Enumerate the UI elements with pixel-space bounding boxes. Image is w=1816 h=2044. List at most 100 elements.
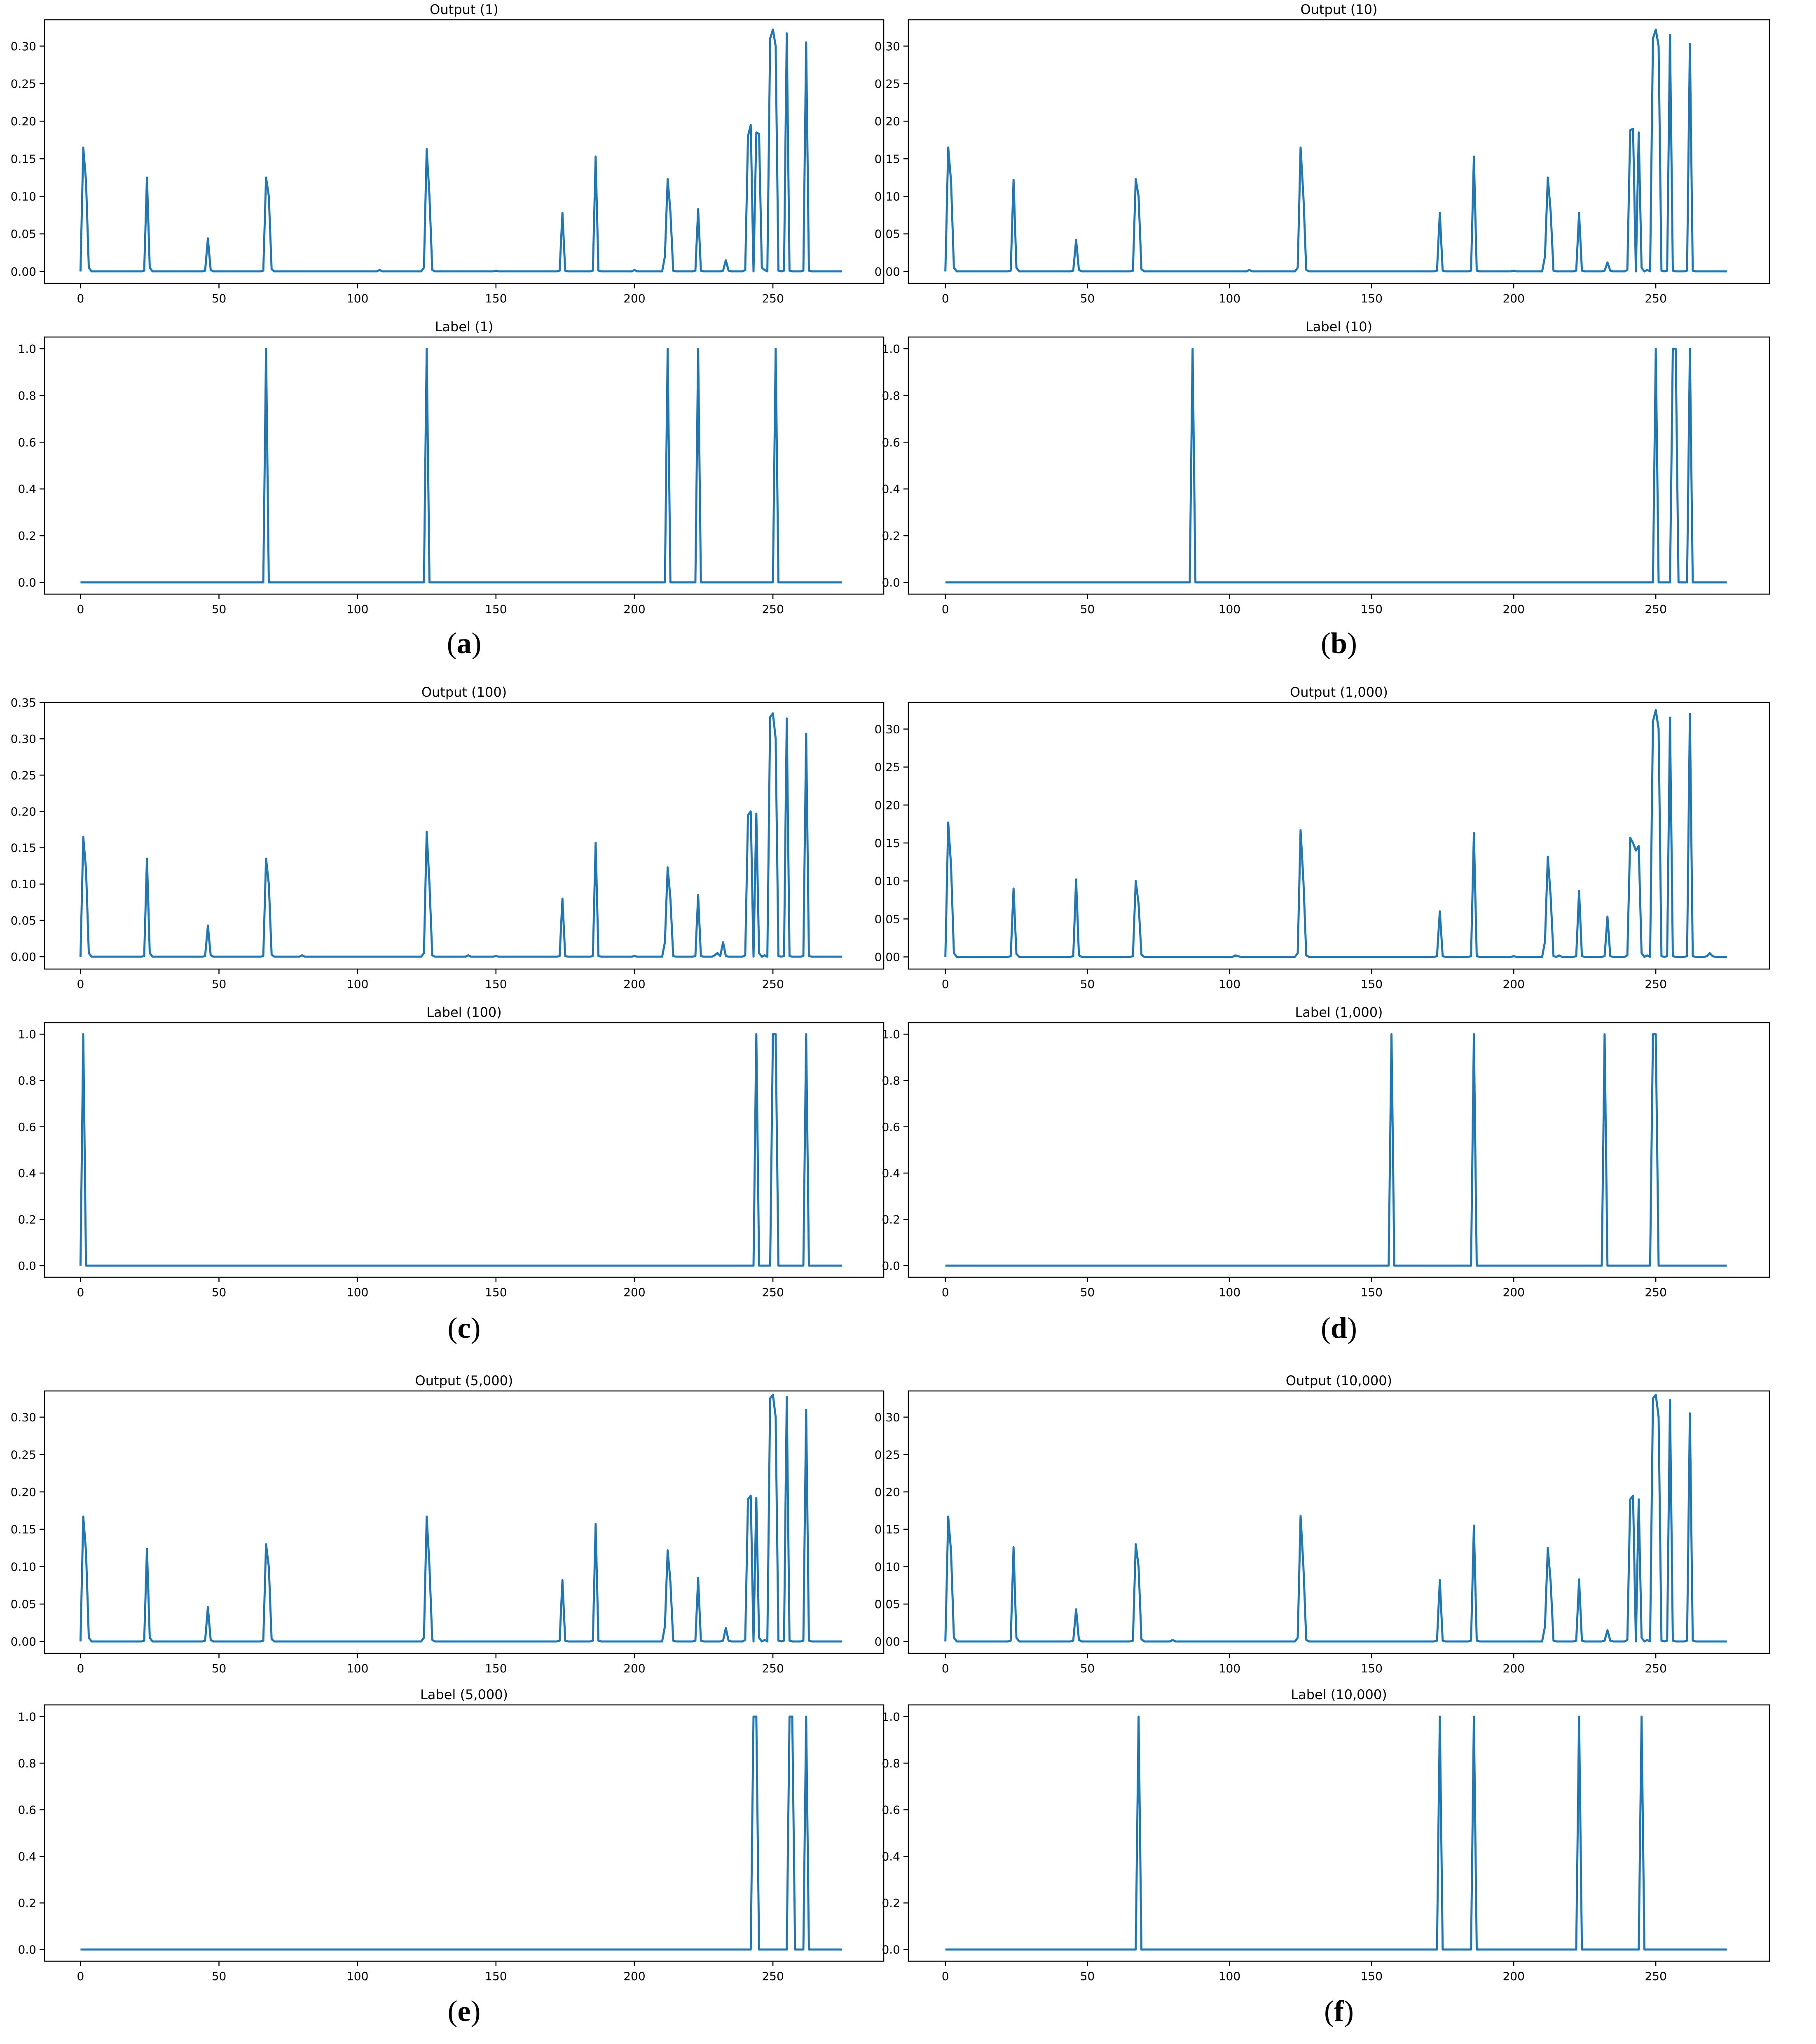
axes-frame xyxy=(908,1390,1770,1654)
x-tick-label: 100 xyxy=(1219,977,1240,991)
panel-caption: (a) xyxy=(447,627,482,660)
output-plot-out_10: Output (10) 0 50 100 150 200 250 0.00 0.05 0.10 0.… xyxy=(875,2,1770,305)
series-line xyxy=(79,1033,842,1267)
x-tick-label: 50 xyxy=(1080,1285,1095,1299)
panel-caption: (c) xyxy=(448,1311,481,1344)
axes-frame xyxy=(44,1022,885,1278)
x-tick-label: 100 xyxy=(346,292,368,305)
axes-frame xyxy=(44,1704,885,1962)
axes-frame xyxy=(44,19,885,284)
x-tick-label: 200 xyxy=(1502,977,1524,991)
panel-caption: (d) xyxy=(1321,1311,1357,1344)
y-tick-label: 0.15 xyxy=(875,1523,900,1536)
y-tick-label: 0.05 xyxy=(11,1597,36,1611)
y-tick-label: 0.6 xyxy=(882,1120,900,1134)
x-tick-label: 100 xyxy=(346,1662,368,1675)
y-tick-label: 0.15 xyxy=(11,1523,36,1536)
y-tick-label: 0.2 xyxy=(18,1213,36,1227)
y-tick-label: 0.10 xyxy=(11,1560,36,1573)
y-tick-label: 0.0 xyxy=(882,1943,900,1957)
y-tick-label: 0.25 xyxy=(11,768,36,782)
y-tick-label: 0.20 xyxy=(11,1485,36,1499)
y-tick-label: 0.8 xyxy=(18,389,36,403)
y-tick-label: 0.10 xyxy=(875,190,900,203)
x-tick-label: 200 xyxy=(1502,1662,1524,1675)
y-tick-label: 0.8 xyxy=(882,389,900,403)
x-tick-label: 0 xyxy=(942,292,949,305)
series-line xyxy=(79,712,842,958)
label-plot-lab_100: Label (100) 0 50 100 150 200 250 0.0 0.2 0.4 0.6 0.… xyxy=(18,1004,885,1299)
x-tick-label: 100 xyxy=(346,1285,368,1299)
series-line xyxy=(944,28,1727,273)
x-tick-label: 150 xyxy=(1361,1662,1383,1675)
y-tick-label: 0.25 xyxy=(875,1448,900,1461)
x-tick-label: 150 xyxy=(485,1969,507,1983)
subplot-title: Output (10,000) xyxy=(1286,1373,1392,1388)
x-tick-label: 0 xyxy=(77,1662,84,1675)
y-tick-label: 0.10 xyxy=(875,1560,900,1573)
subplot-title: Label (1) xyxy=(435,319,494,335)
y-tick-label: 0.20 xyxy=(875,115,900,128)
output-plot-out_10000: Output (10,000) 0 50 100 150 200 250 0.00 0.05 0.… xyxy=(875,1373,1770,1675)
series-line xyxy=(944,1393,1727,1643)
x-tick-label: 150 xyxy=(1361,602,1383,616)
y-tick-label: 1.0 xyxy=(882,342,900,356)
series-line xyxy=(945,347,1727,584)
x-tick-label: 250 xyxy=(1645,977,1666,991)
y-tick-label: 0.10 xyxy=(11,878,36,891)
output-plot-out_100: Output (100) 0 50 100 150 200 250 0.00 0.05 0.10 0… xyxy=(11,684,885,991)
y-tick-label: 0.15 xyxy=(11,841,36,855)
y-tick-label: 0.2 xyxy=(18,1896,36,1910)
x-tick-label: 0 xyxy=(942,1969,949,1983)
y-tick-label: 0.25 xyxy=(875,761,900,774)
y-tick-label: 0.10 xyxy=(11,190,36,203)
y-tick-label: 0.15 xyxy=(875,836,900,850)
y-tick-label: 0.8 xyxy=(882,1756,900,1770)
y-tick-label: 0.00 xyxy=(875,265,900,279)
y-tick-label: 0.2 xyxy=(18,529,36,543)
x-tick-label: 50 xyxy=(212,1285,227,1299)
y-tick-label: 0.15 xyxy=(875,152,900,166)
x-tick-label: 200 xyxy=(623,977,645,991)
subplot-title: Label (1,000) xyxy=(1295,1004,1383,1020)
y-tick-label: 0.6 xyxy=(882,435,900,449)
x-tick-label: 150 xyxy=(1361,1969,1383,1983)
x-tick-label: 250 xyxy=(1645,602,1666,616)
x-tick-label: 0 xyxy=(942,1285,949,1299)
y-tick-label: 0.30 xyxy=(11,732,36,746)
y-tick-label: 0.05 xyxy=(11,227,36,241)
y-tick-label: 0.05 xyxy=(875,227,900,241)
y-tick-label: 0.25 xyxy=(875,77,900,91)
output-plot-out_1: Output (1) 0 50 100 150 200 250 0.00 0.05 0.10 0.1… xyxy=(11,2,885,305)
y-tick-label: 0.0 xyxy=(882,1259,900,1273)
x-tick-label: 0 xyxy=(77,602,84,616)
x-tick-label: 150 xyxy=(1361,292,1383,305)
x-tick-label: 200 xyxy=(623,1285,645,1299)
x-tick-label: 150 xyxy=(485,977,507,991)
x-tick-label: 50 xyxy=(212,292,227,305)
x-tick-label: 250 xyxy=(762,602,784,616)
y-tick-label: 0.00 xyxy=(875,951,900,964)
x-tick-label: 200 xyxy=(623,292,645,305)
y-tick-label: 0.4 xyxy=(18,482,36,496)
panel-letter: d xyxy=(1331,1311,1347,1344)
label-plot-lab_1: Label (1) 0 50 100 150 200 250 0.0 0.2 0.4 0.6 0.8 1… xyxy=(18,319,885,616)
x-tick-label: 150 xyxy=(485,1285,507,1299)
label-plot-lab_1000: Label (1,000) 0 50 100 150 200 250 0.0 0.2 0.4 0.6… xyxy=(882,1004,1770,1299)
subplot-title: Output (5,000) xyxy=(415,1373,513,1388)
axes-frame xyxy=(908,702,1770,970)
x-tick-label: 0 xyxy=(77,1969,84,1983)
y-tick-label: 0.15 xyxy=(11,152,36,166)
panel-caption: (b) xyxy=(1321,627,1357,660)
output-plot-out_1000: Output (1,000) 0 50 100 150 200 250 0.00 0.05 0.1… xyxy=(875,684,1770,991)
axes-frame xyxy=(908,336,1770,595)
y-tick-label: 0.0 xyxy=(18,1259,36,1273)
x-tick-label: 0 xyxy=(942,1662,949,1675)
y-tick-label: 0.30 xyxy=(875,723,900,736)
axes-frame xyxy=(44,702,885,970)
panel-letter: e xyxy=(458,1995,471,2028)
y-tick-label: 0.20 xyxy=(875,1485,900,1499)
y-tick-label: 0.4 xyxy=(18,1166,36,1180)
panel-letter: c xyxy=(458,1311,471,1344)
